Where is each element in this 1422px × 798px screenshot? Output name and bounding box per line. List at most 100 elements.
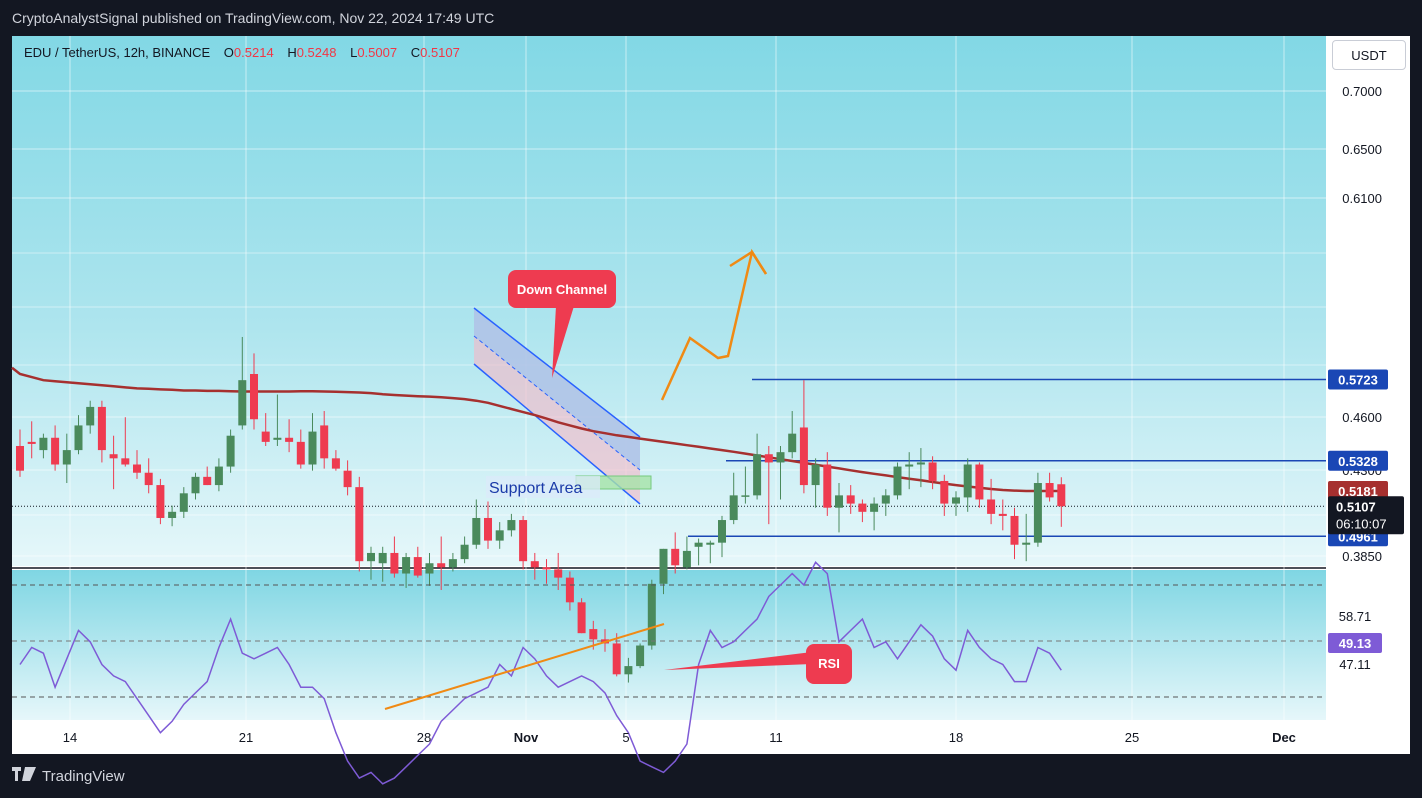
candle-body (425, 563, 434, 574)
candle-body (554, 569, 563, 578)
candle-body (975, 464, 984, 500)
time-scale-bg (12, 720, 1410, 754)
chart-legend: EDU / TetherUS, 12h, BINANCE O0.5214 H0.… (24, 45, 460, 60)
candle-body (156, 485, 165, 518)
candle-body (893, 466, 902, 496)
candle-body (109, 454, 118, 459)
candle-body (718, 520, 726, 543)
candle-body (799, 427, 808, 486)
candle-body (542, 567, 551, 570)
candle-body (472, 517, 481, 545)
level-price-tag (1328, 369, 1388, 390)
footer-brand: TradingView (42, 767, 125, 785)
moving-average-line (11, 366, 1062, 493)
candle-body (355, 487, 364, 562)
x-tick-label: 21 (239, 730, 253, 745)
candle-body (694, 542, 703, 547)
candle-body (519, 520, 528, 562)
candle-body (62, 450, 71, 465)
candle-body (51, 437, 60, 465)
rsi-value-label: 58.71 (1339, 609, 1372, 624)
candle-body (179, 493, 188, 512)
candle-body (191, 476, 200, 494)
candle-body (296, 441, 305, 465)
legend-symbol: EDU / TetherUS, 12h, BINANCE (24, 45, 211, 60)
candle-body (858, 503, 867, 512)
rsi-value-tag (1328, 606, 1382, 626)
candle-body (378, 552, 387, 564)
candle-body (39, 437, 48, 451)
down-channel-fill-upper (474, 308, 640, 470)
candle-body (226, 435, 235, 467)
down-channel-label: Down Channel (517, 282, 607, 297)
candle-body (565, 577, 574, 603)
candle-body (413, 557, 422, 576)
rsi-pane-bg (12, 570, 1326, 720)
candle-body (741, 495, 750, 497)
ma-price-label: 0.5181 (1338, 484, 1378, 499)
candle-body (940, 480, 949, 504)
candle-body (788, 433, 797, 453)
candle-body (987, 499, 996, 514)
candle-body (612, 643, 621, 675)
candle-body (636, 645, 645, 667)
price-pane-bg (12, 36, 1326, 566)
candle-body (250, 373, 258, 420)
rsi-callout-label: RSI (818, 656, 840, 671)
candle-body (27, 441, 36, 444)
candle-body (998, 513, 1007, 516)
legend-high: 0.5248 (296, 45, 337, 60)
x-tick-label: 18 (949, 730, 963, 745)
candle-body (214, 466, 223, 486)
candle-body (273, 437, 282, 440)
candle-body (437, 563, 446, 568)
candle-body (530, 561, 539, 568)
level-price-label: 0.5328 (1338, 454, 1378, 469)
legend-high-key: H (287, 45, 297, 60)
y-tick-label: 0.6500 (1342, 142, 1382, 157)
candle-body (1045, 483, 1054, 498)
candle-body (97, 406, 106, 451)
y-tick-label: 0.6100 (1342, 191, 1382, 206)
down-channel-callout-pointer (552, 306, 574, 378)
candle-body (776, 452, 785, 463)
x-tick-label: 11 (769, 730, 783, 745)
candle-body (238, 380, 247, 426)
candle-body (86, 406, 95, 426)
level-price-tag (1328, 450, 1388, 471)
candle-body (682, 550, 691, 568)
countdown-label: 06:10:07 (1336, 516, 1387, 531)
candle-body (823, 464, 832, 508)
down-channel-upper-line (473, 307, 641, 438)
candle-body (928, 462, 937, 481)
down-channel-callout (508, 270, 616, 308)
candle-body (308, 431, 317, 465)
candle-body (905, 464, 914, 467)
publish-text: CryptoAnalystSignal published on Trading… (12, 10, 495, 26)
currency-button[interactable]: USDT (1332, 40, 1406, 70)
x-tick-label: 28 (417, 730, 431, 745)
x-tick-label: 5 (622, 730, 629, 745)
x-tick-label: 14 (63, 730, 77, 745)
publish-header: CryptoAnalystSignal published on Trading… (0, 0, 1422, 36)
candle-body (1033, 483, 1042, 543)
legend-low: 0.5007 (357, 45, 398, 60)
legend-close-key: C (410, 45, 421, 60)
footer: TradingView (12, 762, 125, 790)
support-label-bg (486, 476, 600, 498)
candle-body (1010, 515, 1019, 545)
ma-price-tag (1328, 481, 1388, 502)
legend-close: 0.5107 (420, 45, 460, 60)
candle-body (952, 497, 960, 504)
rsi-value-tag (1328, 654, 1382, 674)
rsi-callout (806, 644, 852, 684)
rsi-callout-pointer (664, 652, 812, 670)
candle-body (343, 470, 352, 488)
projection-arrowhead (729, 250, 768, 275)
current-price-tag (1328, 496, 1404, 535)
down-channel-mid-line (473, 335, 641, 471)
candle-body (285, 437, 294, 442)
support-area-label: Support Area (489, 480, 583, 497)
candle-body (706, 542, 715, 545)
